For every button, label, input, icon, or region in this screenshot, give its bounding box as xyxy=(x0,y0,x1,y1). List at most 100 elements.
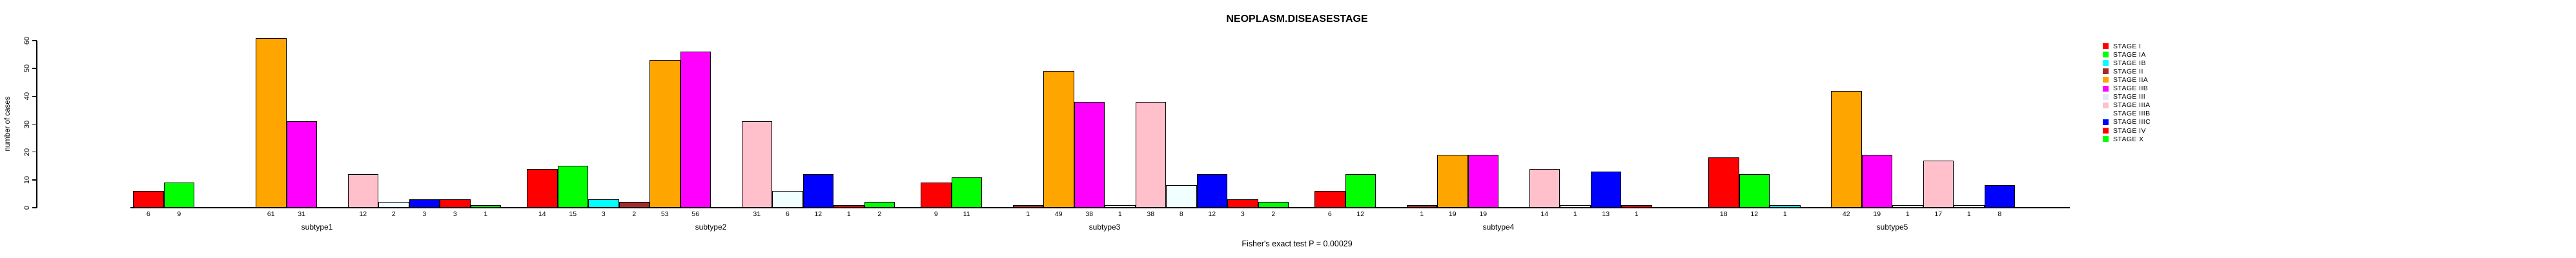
bar-stage-iiic-subtype4 xyxy=(1590,171,1621,208)
bar-value-label: 61 xyxy=(267,210,275,218)
bar-value-label: 1 xyxy=(1634,210,1639,218)
legend-item-stage-iia: STAGE IIA xyxy=(2103,75,2149,84)
legend-swatch-icon xyxy=(2103,43,2109,49)
bar-stage-x-subtype2 xyxy=(864,202,895,208)
legend-swatch-icon xyxy=(2103,102,2109,108)
bar-value-label: 31 xyxy=(298,210,306,218)
bar-value-label: 31 xyxy=(753,210,761,218)
bar-value-label: 6 xyxy=(146,210,150,218)
bar-stage-ii-subtype3 xyxy=(1012,204,1043,208)
bar-value-label: 1 xyxy=(1783,210,1787,218)
bar-stage-iia-subtype3 xyxy=(1043,71,1074,208)
bar-stage-iiib-subtype2 xyxy=(772,191,803,208)
bar-value-label: 12 xyxy=(359,210,367,218)
bar-value-label: 3 xyxy=(422,210,427,218)
bar-value-label: 1 xyxy=(846,210,851,218)
bar-stage-ia-subtype5 xyxy=(1739,174,1770,208)
bar-value-label: 56 xyxy=(691,210,700,218)
bar-stage-ia-subtype2 xyxy=(557,166,588,208)
bar-stage-iiia-subtype5 xyxy=(1923,160,1954,208)
bar-value-label: 9 xyxy=(934,210,938,218)
bar-value-label: 8 xyxy=(1998,210,2002,218)
bar-stage-ii-subtype2 xyxy=(618,202,649,208)
bar-value-label: 3 xyxy=(601,210,606,218)
bar-stage-iib-subtype3 xyxy=(1074,101,1105,208)
bar-value-label: 42 xyxy=(1842,210,1850,218)
bar-stage-ii-subtype4 xyxy=(1406,204,1437,208)
footer-annotation: Fisher's exact test P = 0.00029 xyxy=(1242,239,1353,248)
legend-label: STAGE IA xyxy=(2113,50,2146,59)
bar-value-label: 9 xyxy=(177,210,181,218)
bar-value-label: 53 xyxy=(660,210,669,218)
bar-stage-iiia-subtype3 xyxy=(1135,101,1166,208)
bar-value-label: 12 xyxy=(1750,210,1759,218)
legend-item-stage-iiic: STAGE IIIC xyxy=(2103,118,2151,126)
bar-value-label: 17 xyxy=(1934,210,1943,218)
legend-label: STAGE III xyxy=(2113,93,2146,101)
legend-swatch-icon xyxy=(2103,77,2109,83)
y-axis-tick xyxy=(32,68,37,69)
y-axis-tick-label: 10 xyxy=(23,175,31,184)
legend-label: STAGE I xyxy=(2113,42,2142,50)
bar-value-label: 38 xyxy=(1085,210,1094,218)
bar-value-label: 2 xyxy=(391,210,396,218)
bar-value-label: 1 xyxy=(1420,210,1424,218)
legend-swatch-icon xyxy=(2103,60,2109,66)
bar-value-label: 3 xyxy=(1240,210,1245,218)
bar-stage-iia-subtype5 xyxy=(1831,90,1862,208)
legend-label: STAGE IIIA xyxy=(2113,101,2151,110)
bar-stage-iiib-subtype3 xyxy=(1166,185,1197,208)
bar-stage-iiib-subtype1 xyxy=(378,202,409,208)
bar-stage-iiic-subtype2 xyxy=(802,174,833,208)
bar-value-label: 8 xyxy=(1179,210,1183,218)
legend-label: STAGE IIA xyxy=(2113,75,2149,84)
bar-value-label: 3 xyxy=(453,210,457,218)
legend-swatch-icon xyxy=(2103,128,2109,134)
group-label-subtype3: subtype3 xyxy=(1089,223,1121,232)
y-axis-tick xyxy=(32,40,37,41)
bar-value-label: 19 xyxy=(1873,210,1881,218)
bar-value-label: 15 xyxy=(569,210,577,218)
bar-value-label: 1 xyxy=(484,210,488,218)
legend-item-stage-iib: STAGE IIB xyxy=(2103,84,2148,92)
bar-stage-x-subtype3 xyxy=(1258,202,1289,208)
legend-item-stage-iiib: STAGE IIIB xyxy=(2103,110,2150,117)
legend-swatch-icon xyxy=(2103,68,2109,75)
legend-item-stage-ii: STAGE II xyxy=(2103,68,2143,75)
bar-stage-iiib-subtype4 xyxy=(1560,204,1591,208)
bar-stage-iia-subtype1 xyxy=(256,37,287,208)
legend-item-stage-iii: STAGE III xyxy=(2103,93,2146,101)
bar-stage-iiia-subtype2 xyxy=(741,121,772,208)
legend-swatch-icon xyxy=(2103,52,2109,58)
legend-swatch-icon xyxy=(2103,136,2109,143)
legend-swatch-icon xyxy=(2103,110,2109,117)
bar-value-label: 2 xyxy=(877,210,882,218)
legend-label: STAGE IIIC xyxy=(2113,118,2151,126)
bar-value-label: 12 xyxy=(814,210,823,218)
bar-stage-iv-subtype3 xyxy=(1227,199,1258,208)
y-axis-tick xyxy=(32,95,37,97)
bar-value-label: 2 xyxy=(632,210,637,218)
chart-title: NEOPLASM.DISEASESTAGE xyxy=(1226,14,1368,25)
bar-stage-iib-subtype5 xyxy=(1861,154,1892,208)
bar-stage-iv-subtype4 xyxy=(1621,204,1652,208)
legend-label: STAGE X xyxy=(2113,135,2144,143)
bar-value-label: 11 xyxy=(963,210,970,218)
y-axis-tick-label: 30 xyxy=(23,120,31,128)
y-axis-tick xyxy=(32,151,37,153)
bar-stage-ia-subtype3 xyxy=(951,177,982,208)
bar-value-label: 12 xyxy=(1356,210,1365,218)
bar-stage-i-subtype5 xyxy=(1708,157,1739,208)
y-axis-tick xyxy=(32,179,37,181)
bar-stage-iib-subtype4 xyxy=(1467,154,1498,208)
legend-item-stage-x: STAGE X xyxy=(2103,135,2144,143)
group-label-subtype5: subtype5 xyxy=(1876,223,1908,232)
bar-stage-iia-subtype2 xyxy=(649,60,680,208)
legend-label: STAGE IB xyxy=(2113,59,2146,67)
bar-stage-iv-subtype2 xyxy=(833,204,864,208)
bar-value-label: 19 xyxy=(1479,210,1487,218)
group-label-subtype2: subtype2 xyxy=(695,223,727,232)
bar-stage-ib-subtype5 xyxy=(1770,204,1801,208)
y-axis-tick-label: 40 xyxy=(23,92,31,101)
bar-value-label: 12 xyxy=(1208,210,1216,218)
